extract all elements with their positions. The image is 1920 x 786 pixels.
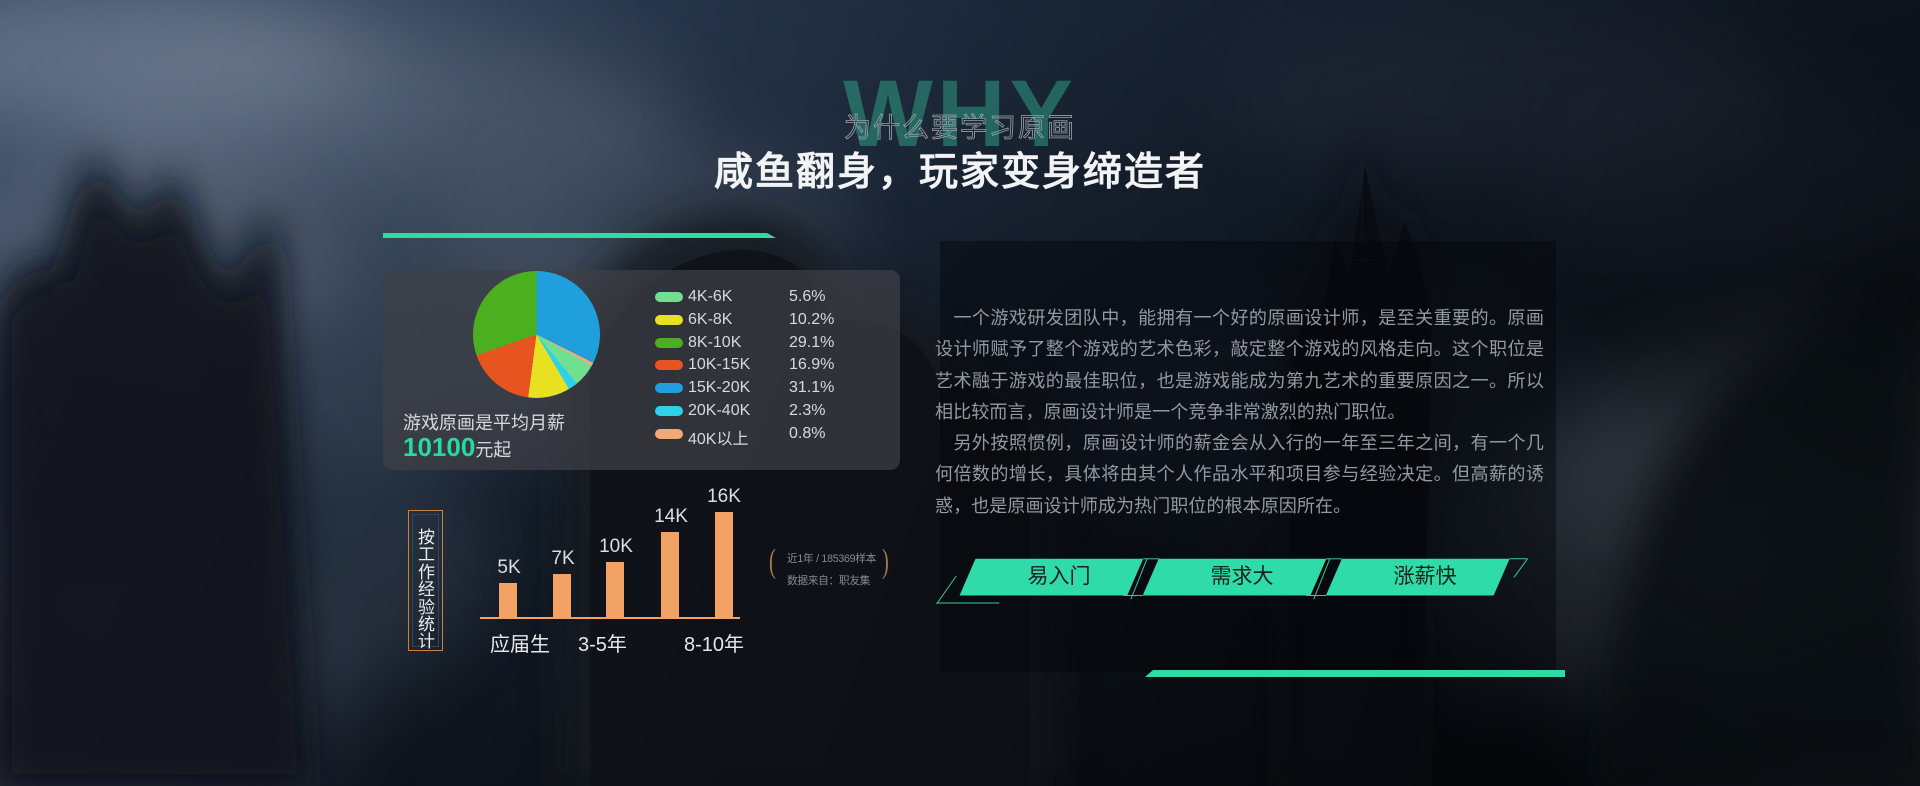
svg-text:需求大: 需求大	[1211, 565, 1274, 588]
svg-text:涨薪快: 涨薪快	[1394, 565, 1457, 588]
svg-text:易入门: 易入门	[1028, 565, 1091, 588]
